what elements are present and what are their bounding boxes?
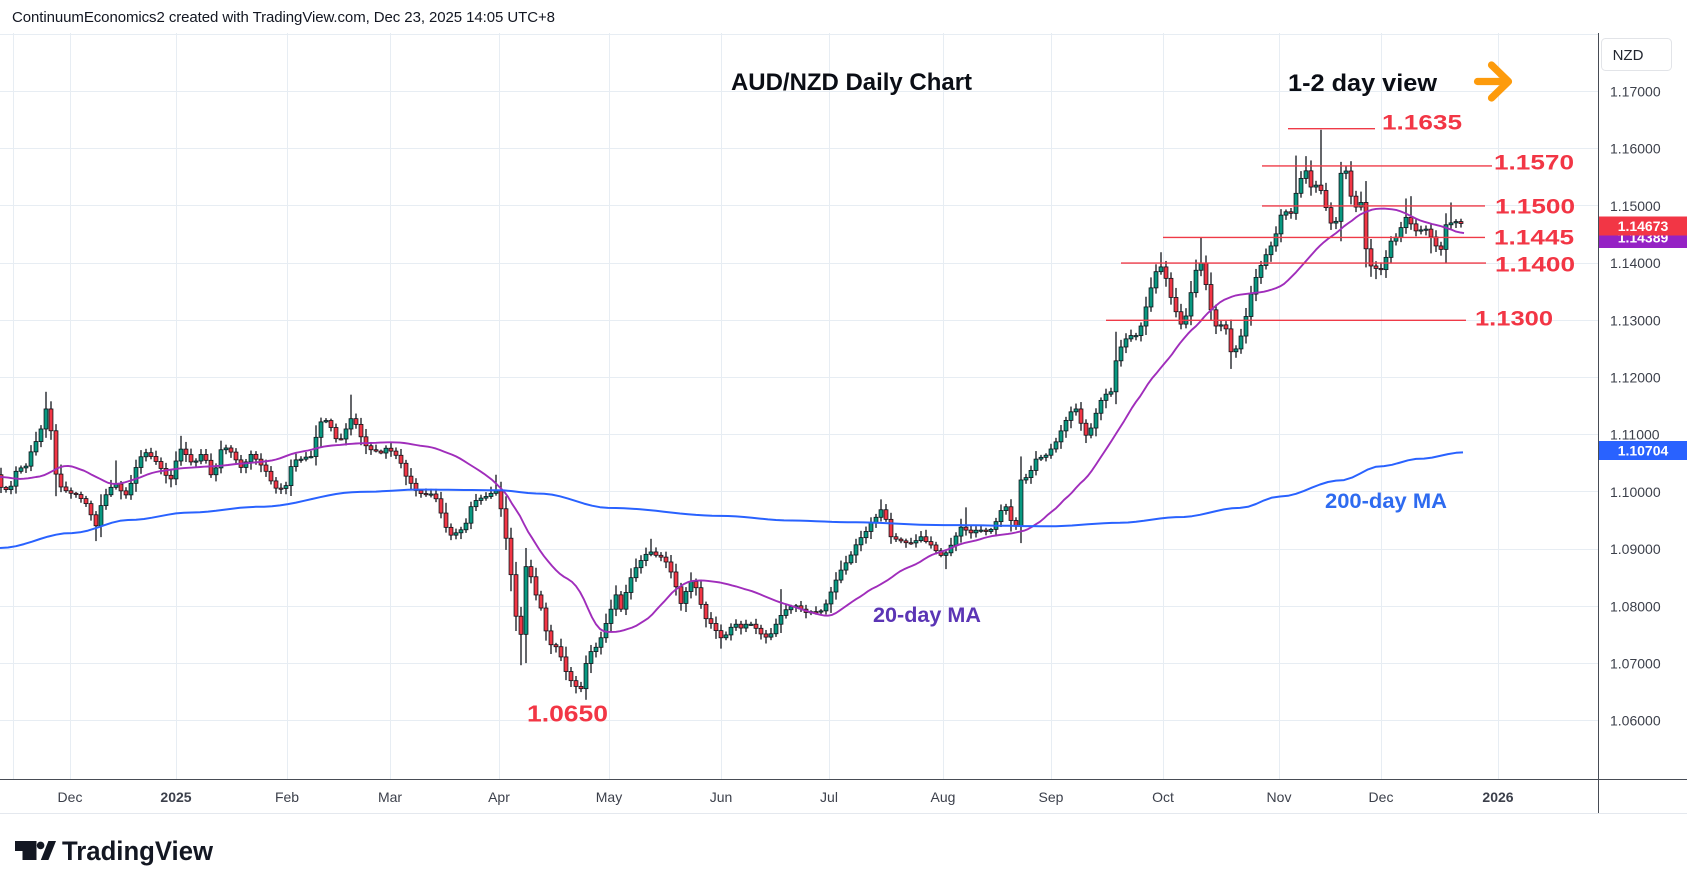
svg-text:1.13000: 1.13000 bbox=[1610, 312, 1661, 328]
svg-text:200-day MA: 200-day MA bbox=[1325, 490, 1447, 513]
svg-text:Jun: Jun bbox=[710, 789, 733, 805]
svg-text:Dec: Dec bbox=[1369, 789, 1394, 805]
svg-text:20-day MA: 20-day MA bbox=[873, 604, 981, 627]
svg-text:2025: 2025 bbox=[160, 789, 191, 805]
svg-text:1.08000: 1.08000 bbox=[1610, 598, 1661, 614]
svg-text:1.07000: 1.07000 bbox=[1610, 656, 1661, 672]
svg-text:1.10704: 1.10704 bbox=[1618, 443, 1669, 459]
svg-text:1.17000: 1.17000 bbox=[1610, 84, 1661, 100]
svg-text:1-2 day view: 1-2 day view bbox=[1288, 70, 1437, 97]
svg-text:1.06000: 1.06000 bbox=[1610, 713, 1661, 729]
svg-text:2026: 2026 bbox=[1482, 789, 1513, 805]
svg-text:1.15000: 1.15000 bbox=[1610, 198, 1661, 214]
svg-text:Nov: Nov bbox=[1267, 789, 1292, 805]
svg-text:1.10000: 1.10000 bbox=[1610, 484, 1661, 500]
svg-text:Aug: Aug bbox=[931, 789, 956, 805]
svg-text:ContinuumEconomics2 created wi: ContinuumEconomics2 created with Trading… bbox=[12, 9, 555, 26]
svg-text:NZD: NZD bbox=[1613, 47, 1644, 64]
svg-text:1.0650: 1.0650 bbox=[527, 700, 608, 726]
svg-text:Feb: Feb bbox=[275, 789, 299, 805]
svg-text:1.16000: 1.16000 bbox=[1610, 141, 1661, 157]
svg-text:1.09000: 1.09000 bbox=[1610, 541, 1661, 557]
svg-text:May: May bbox=[596, 789, 622, 805]
svg-text:Mar: Mar bbox=[378, 789, 402, 805]
svg-text:1.1445: 1.1445 bbox=[1494, 227, 1574, 250]
svg-text:AUD/NZD Daily Chart: AUD/NZD Daily Chart bbox=[731, 69, 972, 96]
svg-text:1.1635: 1.1635 bbox=[1382, 112, 1462, 135]
svg-text:Dec: Dec bbox=[58, 789, 83, 805]
svg-text:1.14673: 1.14673 bbox=[1618, 218, 1669, 234]
svg-text:Oct: Oct bbox=[1152, 789, 1174, 805]
svg-text:1.11000: 1.11000 bbox=[1610, 427, 1660, 443]
svg-text:TradingView: TradingView bbox=[62, 836, 214, 866]
svg-text:1.1500: 1.1500 bbox=[1495, 196, 1575, 219]
svg-text:Sep: Sep bbox=[1039, 789, 1064, 805]
svg-text:1.12000: 1.12000 bbox=[1610, 370, 1661, 386]
svg-text:1.1300: 1.1300 bbox=[1475, 308, 1553, 331]
svg-text:Jul: Jul bbox=[820, 789, 838, 805]
svg-text:1.14000: 1.14000 bbox=[1610, 255, 1661, 271]
svg-text:1.1570: 1.1570 bbox=[1494, 152, 1574, 175]
svg-text:1.1400: 1.1400 bbox=[1495, 254, 1575, 277]
svg-text:Apr: Apr bbox=[488, 789, 510, 805]
